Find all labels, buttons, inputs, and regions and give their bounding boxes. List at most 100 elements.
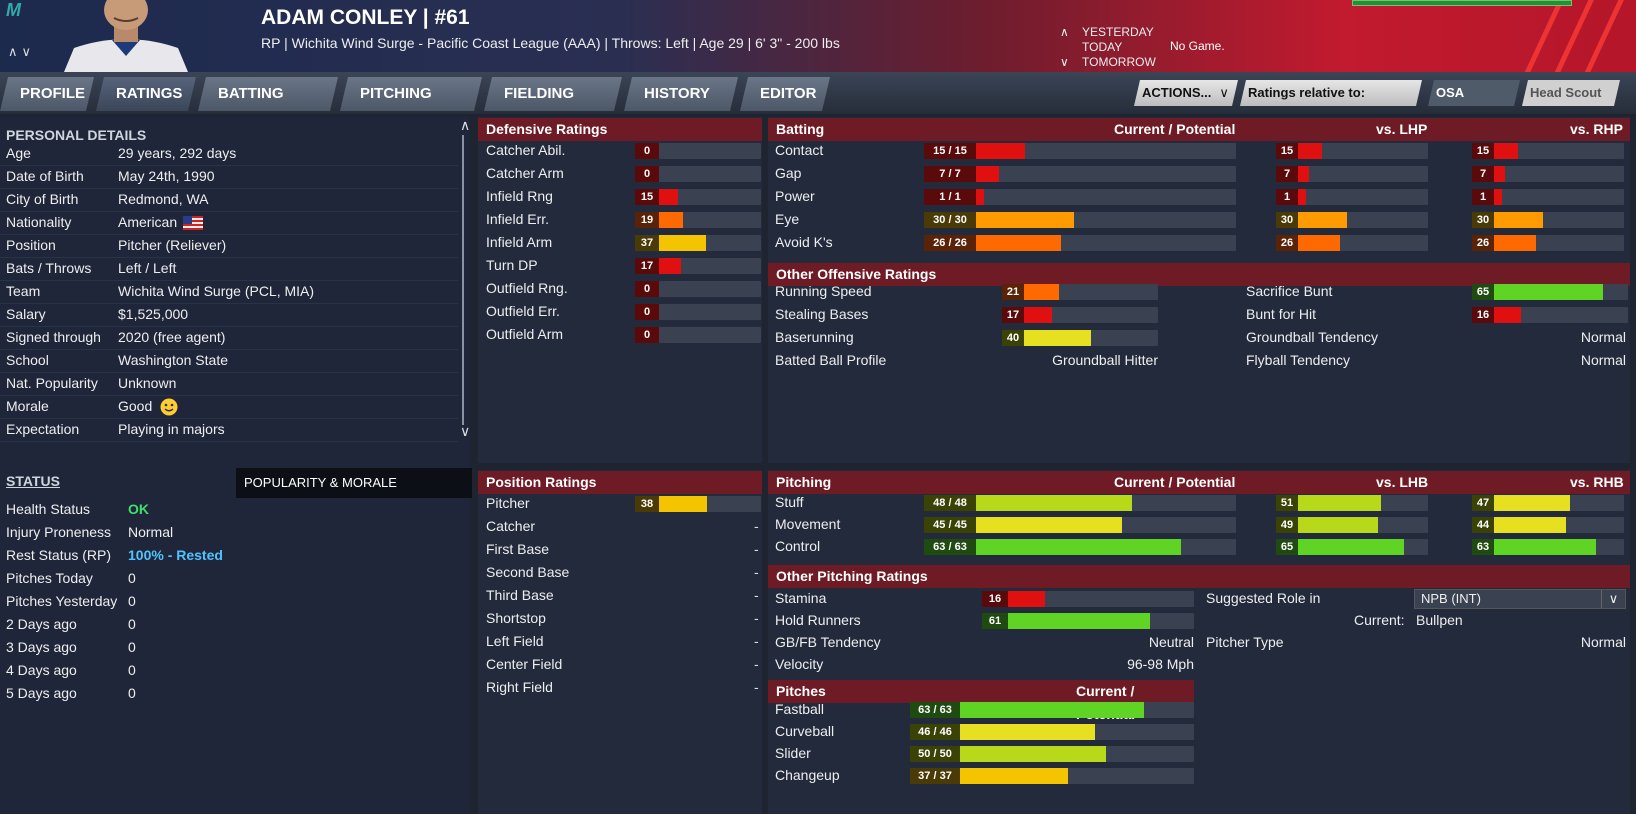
scroll-up-icon[interactable]: ∧ — [460, 117, 471, 133]
rating-value: 49 — [1276, 517, 1298, 533]
player-nav-arrows[interactable]: ∧∨ — [8, 44, 36, 59]
detail-value: Wichita Wind Surge (PCL, MIA) — [118, 283, 315, 299]
rating-fill — [976, 235, 1061, 251]
pitching-vs-lhb-heading: vs. LHB — [1376, 474, 1429, 490]
schedule: ∧ ∨ YESTERDAY TODAY TOMORROW — [1060, 25, 1156, 70]
player-portrait — [44, 0, 208, 72]
detail-value: Good — [118, 398, 153, 414]
detail-value: Left / Left — [118, 260, 177, 276]
rating-fill — [1298, 189, 1306, 205]
schedule-up-arrow[interactable]: ∧ — [1060, 25, 1069, 39]
rating-fill — [1298, 235, 1340, 251]
status-label: Pitches Yesterday — [6, 593, 118, 609]
rating-value: 7 — [1472, 166, 1494, 182]
offense-bar: 21 — [1002, 284, 1158, 300]
team-logo: M — [6, 0, 21, 20]
status-row: Pitches Yesterday 0 — [6, 593, 136, 609]
detail-row: Expectation Playing in majors — [6, 421, 225, 437]
rating-value: 47 — [1472, 495, 1494, 511]
actions-dropdown[interactable]: ACTIONS... ∨ — [1134, 80, 1238, 106]
gbfb-value: Neutral — [1148, 634, 1194, 650]
tab-profile[interactable]: PROFILE — [0, 77, 94, 111]
batting-vs-rhp-bar: 30 — [1472, 212, 1624, 228]
rating-value: 61 — [982, 613, 1008, 629]
detail-label: Salary — [6, 306, 46, 322]
rating-value: 7 / 7 — [924, 166, 976, 182]
tab-fielding-stats[interactable]: FIELDING STATS — [484, 77, 622, 111]
detail-value: May 24th, 1990 — [118, 168, 215, 184]
detail-row: Age 29 years, 292 days — [6, 145, 236, 161]
row-divider — [0, 258, 458, 281]
tab-ratings[interactable]: RATINGS — [96, 77, 196, 111]
defense-bar: 17 — [635, 258, 761, 274]
defense-bar: 0 — [635, 327, 761, 343]
other-pitching-header: Other Pitching Ratings — [768, 565, 1630, 588]
detail-label: Signed through — [6, 329, 101, 345]
personal-details-heading: PERSONAL DETAILS — [6, 127, 147, 143]
suggested-role-select[interactable]: NPB (INT) ∨ — [1414, 589, 1626, 609]
tab-pitching-stats[interactable]: PITCHING STATS — [340, 77, 482, 111]
pitching-vs-rhb-heading: vs. RHB — [1570, 474, 1624, 490]
status-value: 0 — [128, 570, 136, 586]
detail-row: Signed through 2020 (free agent) — [6, 329, 225, 345]
rating-value: 0 — [635, 327, 659, 343]
popularity-morale-tab[interactable]: POPULARITY & MORALE — [236, 468, 472, 498]
tab-batting-stats[interactable]: BATTING STATS — [198, 77, 338, 111]
pitches-title: Pitches — [776, 683, 826, 699]
rating-fill — [1008, 591, 1045, 607]
position-label: Catcher — [486, 518, 536, 534]
status-label: 4 Days ago — [6, 662, 77, 678]
detail-label: Nationality — [6, 214, 72, 230]
detail-row: Salary $1,525,000 — [6, 306, 188, 322]
tab-editor[interactable]: EDITOR — [740, 77, 830, 111]
ratings-relative-dropdown[interactable]: Ratings relative to: MLB∨ — [1240, 80, 1422, 106]
offense-label: Sacrifice Bunt — [1246, 283, 1333, 299]
row-divider — [0, 212, 458, 235]
defense-label: Catcher Arm — [486, 165, 564, 181]
rating-fill — [1494, 517, 1566, 533]
defense-label: Infield Rng — [486, 188, 553, 204]
chevron-down-icon: ∨ — [1219, 85, 1229, 100]
rating-fill — [1494, 539, 1596, 555]
pitcher-type-value: Normal — [1580, 634, 1626, 650]
pitching-current-bar: 45 / 45 — [924, 517, 1236, 533]
detail-value: Playing in majors — [118, 421, 225, 437]
defensive-ratings-header: Defensive Ratings — [478, 118, 762, 141]
batting-label: Gap — [775, 165, 802, 181]
position-ratings-header: Position Ratings — [478, 471, 762, 494]
status-tab[interactable]: STATUS — [6, 473, 60, 489]
gbfb-label: GB/FB Tendency — [775, 634, 881, 650]
offense-label: Running Speed — [775, 283, 872, 299]
rating-fill — [960, 724, 1095, 740]
offense-label: Batted Ball Profile — [775, 352, 887, 368]
position-value: - — [754, 518, 759, 534]
tab-history[interactable]: HISTORY — [624, 77, 738, 111]
defense-label: Outfield Arm — [486, 326, 564, 342]
rating-fill — [960, 746, 1106, 762]
batting-current-bar: 15 / 15 — [924, 143, 1236, 159]
defense-bar: 37 — [635, 235, 761, 251]
left-panel: PERSONAL DETAILS ∧ ∨ Age 29 years, 292 da… — [0, 117, 472, 814]
position-value: - — [754, 610, 759, 626]
osa-ratings-toggle[interactable]: OSA Ratings — [1428, 80, 1520, 106]
offense-label: Bunt for Hit — [1246, 306, 1317, 322]
offense-label: Baserunning — [775, 329, 854, 345]
status-label: 5 Days ago — [6, 685, 77, 701]
batting-vs-rhp-bar: 15 — [1472, 143, 1624, 159]
detail-label: City of Birth — [6, 191, 79, 207]
row-divider — [0, 166, 458, 189]
rating-fill — [976, 495, 1132, 511]
detail-value: American — [118, 214, 178, 230]
status-label: Pitches Today — [6, 570, 93, 586]
status-value: 0 — [128, 593, 136, 609]
schedule-down-arrow[interactable]: ∨ — [1060, 55, 1069, 69]
defense-bar: 0 — [635, 281, 761, 297]
scroll-down-icon[interactable]: ∨ — [460, 423, 471, 439]
header-button[interactable] — [1352, 0, 1572, 6]
velocity-label: Velocity — [775, 656, 824, 672]
head-scout-toggle[interactable]: Head Scout — [1522, 80, 1620, 106]
batting-panel: Batting Current / Potential vs. LHP vs. … — [768, 117, 1630, 463]
scrollbar[interactable] — [462, 135, 464, 425]
suggested-role-label: Suggested Role in — [1206, 590, 1321, 606]
pitching-header: Pitching Current / Potential vs. LHB vs.… — [768, 471, 1630, 494]
